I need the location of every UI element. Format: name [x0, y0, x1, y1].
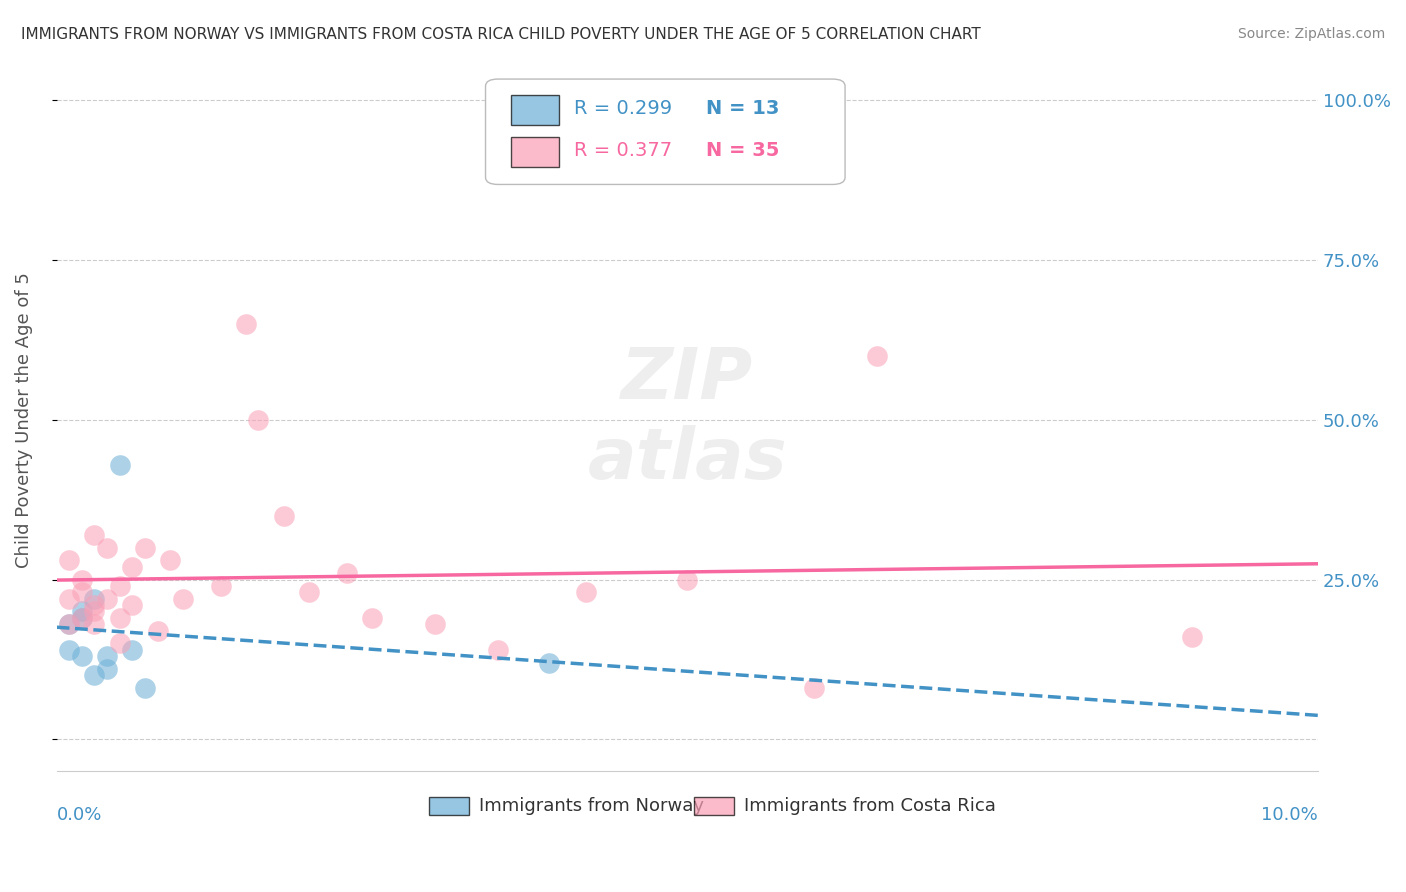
Point: [172, 591, 194, 606]
Point: [70, 573, 93, 587]
Text: N = 35: N = 35: [706, 141, 780, 161]
Point: [83, 528, 105, 542]
Text: 10.0%: 10.0%: [1261, 806, 1319, 824]
Point: [575, 585, 598, 599]
Point: [96, 649, 118, 664]
Point: [1181, 630, 1204, 644]
Point: [121, 598, 143, 612]
Point: [70, 604, 93, 618]
Point: [159, 553, 181, 567]
Point: [70, 649, 93, 664]
Point: [676, 573, 699, 587]
Text: 0.0%: 0.0%: [56, 806, 103, 824]
Point: [58, 617, 80, 632]
Point: [336, 566, 359, 581]
Point: [108, 611, 131, 625]
Point: [70, 611, 93, 625]
Point: [235, 317, 257, 331]
Point: [58, 617, 80, 632]
Point: [83, 604, 105, 618]
Point: [96, 541, 118, 555]
Point: [134, 681, 156, 695]
Point: [134, 541, 156, 555]
Point: [361, 611, 384, 625]
Point: [146, 624, 169, 638]
Point: [273, 508, 295, 523]
Text: Immigrants from Costa Rica: Immigrants from Costa Rica: [744, 797, 995, 815]
Text: N = 13: N = 13: [706, 99, 780, 118]
Point: [83, 668, 105, 682]
Point: [108, 579, 131, 593]
Point: [108, 458, 131, 472]
Point: [96, 591, 118, 606]
Point: [58, 553, 80, 567]
FancyBboxPatch shape: [510, 137, 558, 167]
FancyBboxPatch shape: [693, 797, 734, 815]
Point: [58, 642, 80, 657]
Y-axis label: Child Poverty Under the Age of 5: Child Poverty Under the Age of 5: [15, 272, 32, 568]
Text: Source: ZipAtlas.com: Source: ZipAtlas.com: [1237, 27, 1385, 41]
Point: [247, 413, 270, 427]
FancyBboxPatch shape: [485, 79, 845, 185]
Point: [96, 662, 118, 676]
Text: ZIP
atlas: ZIP atlas: [588, 345, 787, 494]
Point: [121, 559, 143, 574]
Point: [70, 611, 93, 625]
FancyBboxPatch shape: [429, 797, 470, 815]
Text: R = 0.299: R = 0.299: [574, 99, 672, 118]
Text: R = 0.377: R = 0.377: [574, 141, 672, 161]
Point: [486, 642, 509, 657]
Point: [803, 681, 825, 695]
Point: [209, 579, 232, 593]
Point: [83, 598, 105, 612]
Point: [121, 642, 143, 657]
Point: [537, 656, 560, 670]
Point: [58, 591, 80, 606]
FancyBboxPatch shape: [510, 95, 558, 125]
Text: IMMIGRANTS FROM NORWAY VS IMMIGRANTS FROM COSTA RICA CHILD POVERTY UNDER THE AGE: IMMIGRANTS FROM NORWAY VS IMMIGRANTS FRO…: [21, 27, 981, 42]
Point: [423, 617, 446, 632]
Point: [70, 585, 93, 599]
Point: [108, 636, 131, 650]
Point: [83, 591, 105, 606]
Point: [298, 585, 321, 599]
Point: [83, 617, 105, 632]
Point: [865, 349, 887, 363]
Text: Immigrants from Norway: Immigrants from Norway: [479, 797, 704, 815]
